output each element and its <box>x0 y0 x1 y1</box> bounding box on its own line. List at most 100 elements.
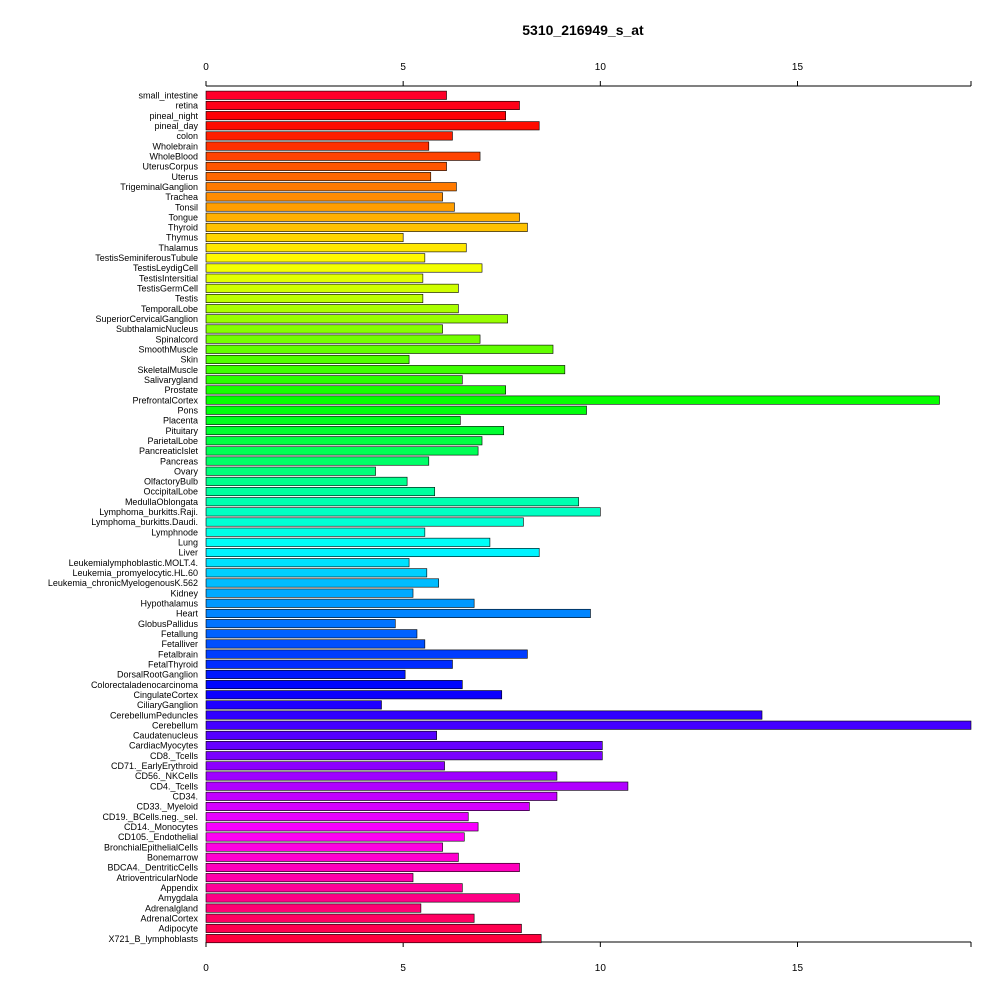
bar-Cerebellum <box>205 720 972 730</box>
category-label: Appendix <box>160 883 198 893</box>
category-label: WholeBlood <box>149 151 198 161</box>
bar-Heart <box>205 608 591 618</box>
bar-Lung <box>205 537 491 547</box>
bar-CD8._Tcells <box>205 751 603 761</box>
bottom-tick-label: 15 <box>792 963 804 974</box>
category-label: Adipocyte <box>158 924 198 934</box>
category-label: FetalThyroid <box>148 659 198 669</box>
category-label: TestisIntersitial <box>139 273 198 283</box>
bar-Tonsil <box>205 202 455 212</box>
bar-TestisSeminiferousTubule <box>205 253 426 263</box>
bar-CD56._NKCells <box>205 771 558 781</box>
bar-WholeBlood <box>205 151 481 161</box>
bar-CerebellumPeduncles <box>205 710 763 720</box>
bar-ParietalLobe <box>205 436 483 446</box>
category-label: CD33._Myeloid <box>136 802 198 812</box>
bar-Pons <box>205 405 587 415</box>
bar-Leukemialymphoblastic.MOLT.4. <box>205 558 410 568</box>
category-label: OccipitalLobe <box>143 487 198 497</box>
category-label: Cerebellum <box>152 720 198 730</box>
category-label: Lymphoma_burkitts.Raji. <box>99 507 198 517</box>
bar-Kidney <box>205 588 414 598</box>
bar-Testis <box>205 293 424 303</box>
category-label: Spinalcord <box>155 334 198 344</box>
bar-small_intestine <box>205 90 447 100</box>
category-label: CD56._NKCells <box>135 771 199 781</box>
bar-TestisIntersitial <box>205 273 424 283</box>
category-labels: small_intestineretinapineal_nightpineal_… <box>48 91 199 944</box>
axes: 0 5 10 15 0 5 10 15 <box>203 62 972 974</box>
category-label: Tongue <box>168 212 198 222</box>
bar-Spinalcord <box>205 334 481 344</box>
category-label: Lymphnode <box>151 527 198 537</box>
category-label: retina <box>175 101 198 111</box>
category-label: SuperiorCervicalGanglion <box>95 314 198 324</box>
bar-Adipocyte <box>205 923 522 933</box>
category-label: DorsalRootGanglion <box>117 670 198 680</box>
bar-Uterus <box>205 172 432 182</box>
bar-Colorectaladenocarcinoma <box>205 680 463 690</box>
bar-PrefrontalCortex <box>205 395 940 405</box>
category-label: Wholebrain <box>152 141 198 151</box>
category-label: Uterus <box>171 172 198 182</box>
category-label: Kidney <box>170 588 198 598</box>
category-label: Fetallung <box>161 629 198 639</box>
category-label: pineal_day <box>154 121 198 131</box>
bar-OccipitalLobe <box>205 487 436 497</box>
bar-Caudatenucleus <box>205 730 437 740</box>
category-label: CD4._Tcells <box>150 781 199 791</box>
top-tick-label: 10 <box>595 62 607 73</box>
bottom-tick-label: 0 <box>203 963 209 974</box>
category-label: Pancreas <box>160 456 199 466</box>
bar-Thalamus <box>205 243 467 253</box>
bar-Liver <box>205 547 540 557</box>
category-label: Skin <box>180 355 198 365</box>
category-label: CD71._EarlyErythroid <box>111 761 198 771</box>
bar-Fetalbrain <box>205 649 528 659</box>
category-label: OlfactoryBulb <box>144 477 198 487</box>
bar-Appendix <box>205 883 463 893</box>
category-label: Caudatenucleus <box>133 731 199 741</box>
bottom-tick-label: 10 <box>595 963 607 974</box>
category-label: TrigeminalGanglion <box>120 182 198 192</box>
bar-PancreaticIslet <box>205 446 479 456</box>
bar-Thyroid <box>205 222 528 232</box>
category-label: AtrioventricularNode <box>116 873 198 883</box>
bar-pineal_day <box>205 121 540 131</box>
category-label: Pons <box>177 405 198 415</box>
bar-GlobusPallidus <box>205 619 396 629</box>
bar-Leukemia_chronicMyelogenousK.562 <box>205 578 439 588</box>
category-label: Salivarygland <box>144 375 198 385</box>
category-label: X721_B_lymphoblasts <box>108 934 198 944</box>
bar-Pancreas <box>205 456 430 466</box>
category-label: colon <box>176 131 198 141</box>
bar-Pituitary <box>205 426 505 436</box>
bar-MedullaOblongata <box>205 497 579 507</box>
bar-CD105._Endothelial <box>205 832 465 842</box>
bar-pineal_night <box>205 111 506 121</box>
category-label: Leukemia_chronicMyelogenousK.562 <box>48 578 198 588</box>
bar-Thymus <box>205 233 404 243</box>
category-label: Ovary <box>174 466 199 476</box>
category-label: small_intestine <box>138 91 198 101</box>
bar-Ovary <box>205 466 376 476</box>
category-label: Hypothalamus <box>140 599 198 609</box>
bar-Hypothalamus <box>205 598 475 608</box>
bar-CD14._Monocytes <box>205 822 479 832</box>
category-label: Colorectaladenocarcinoma <box>91 680 198 690</box>
category-label: Pituitary <box>165 426 198 436</box>
bar-TestisGermCell <box>205 283 459 293</box>
bar-TestisLeydigCell <box>205 263 483 273</box>
bars <box>205 90 972 944</box>
category-label: Fetalbrain <box>158 649 198 659</box>
bar-AdrenalCortex <box>205 913 475 923</box>
category-label: BronchialEpithelialCells <box>104 842 199 852</box>
category-label: Heart <box>176 609 199 619</box>
category-label: Thyroid <box>168 223 198 233</box>
category-label: CD14._Monocytes <box>124 822 199 832</box>
category-label: CD105._Endothelial <box>118 832 198 842</box>
bar-retina <box>205 100 520 110</box>
bar-CD34. <box>205 791 558 801</box>
category-label: MedullaOblongata <box>125 497 198 507</box>
category-label: Thymus <box>166 233 199 243</box>
